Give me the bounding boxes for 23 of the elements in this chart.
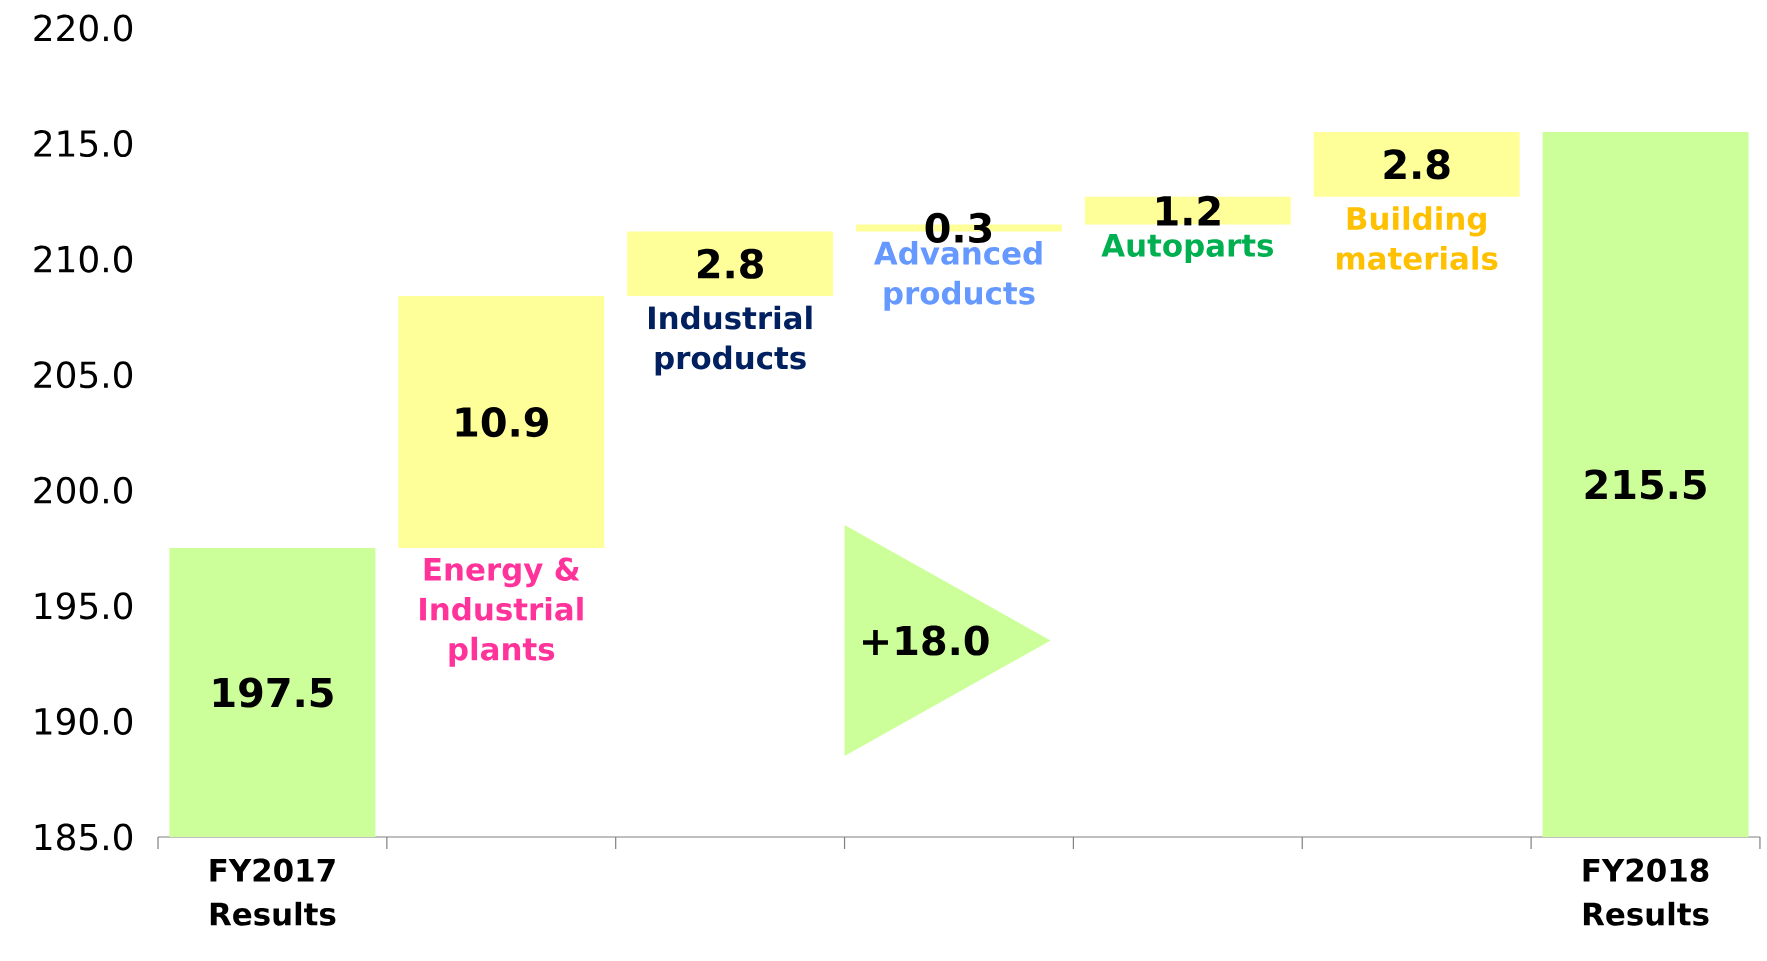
data-label: 2.8 — [697, 248, 763, 279]
data-label: 197.5 — [213, 677, 333, 708]
y-tick-label: 195.0 — [35, 592, 133, 620]
data-label: 0.3 — [925, 212, 992, 243]
annotation: +18.0 — [863, 625, 989, 656]
x-tick-label: Autoparts — [1101, 233, 1273, 263]
data-label: 2.8 — [1384, 149, 1450, 180]
x-tick-label: Industrial products — [648, 305, 812, 376]
x-tick-label: Building materials — [1337, 206, 1498, 270]
x-tick-label: FY2017 Results — [210, 858, 336, 926]
data-label: 10.9 — [456, 407, 548, 438]
data-label: 1.2 — [1157, 195, 1220, 226]
y-tick-label: 200.0 — [34, 476, 133, 504]
y-tick-label: 190.0 — [35, 707, 133, 735]
x-tick-label: FY2018 Results — [1583, 858, 1709, 926]
y-tick-label: 185.0 — [35, 823, 133, 851]
x-tick-label: Advanced products — [873, 240, 1042, 311]
x-tick-label: Energy & Industrial plants — [420, 557, 583, 667]
y-tick-label: 215.0 — [34, 130, 133, 158]
data-label: 215.5 — [1585, 469, 1706, 500]
y-tick-label: 210.0 — [34, 245, 133, 273]
y-tick-label: 205.0 — [34, 361, 133, 389]
y-tick-label: 220.0 — [34, 14, 133, 42]
